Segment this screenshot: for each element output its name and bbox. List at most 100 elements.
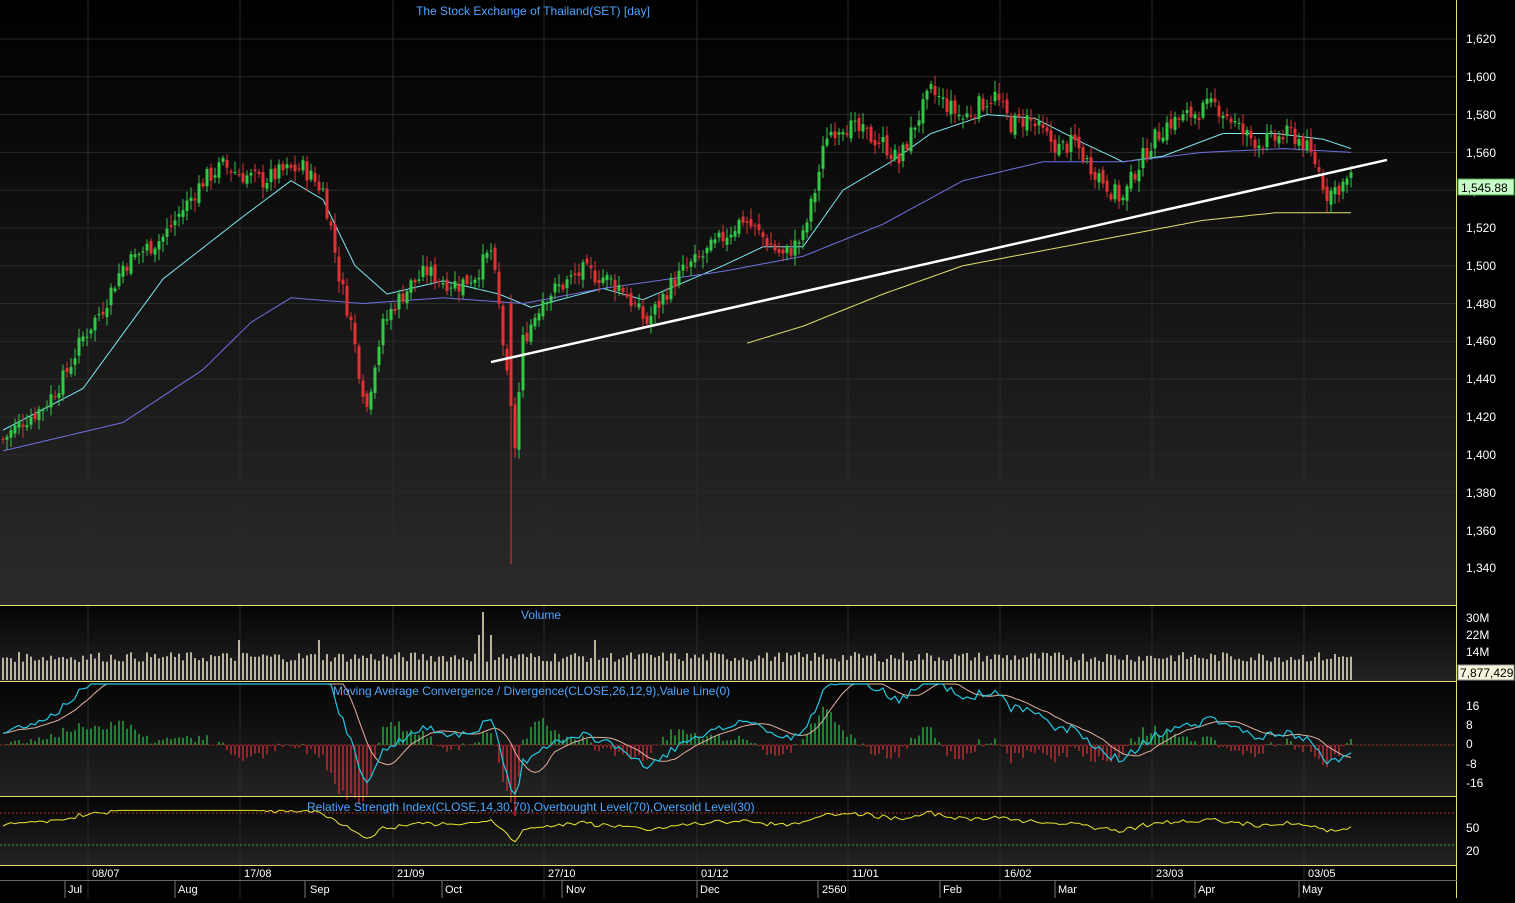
candle (853, 111, 857, 132)
volume-bar (342, 654, 344, 680)
candle (737, 217, 741, 238)
volume-bar (870, 655, 872, 680)
volume-bar (366, 658, 368, 680)
candle (581, 259, 585, 288)
candle (193, 192, 197, 212)
volume-bar (922, 659, 924, 680)
candle (69, 357, 73, 378)
volume-bar (170, 652, 172, 680)
candle (857, 113, 861, 139)
volume-bar (1322, 660, 1324, 680)
volume-bar (178, 653, 180, 680)
volume-bar (818, 656, 820, 680)
candle (257, 169, 261, 178)
candle (1241, 114, 1245, 146)
candle (821, 136, 825, 178)
volume-bar (254, 656, 256, 680)
volume-bar (154, 654, 156, 680)
volume-bar (1230, 656, 1232, 680)
candle (389, 302, 393, 330)
volume-bar (1246, 661, 1248, 680)
volume-bar (634, 658, 636, 680)
volume-bar (770, 660, 772, 680)
candle (181, 199, 185, 225)
volume-bar (1334, 653, 1336, 680)
candle (893, 144, 897, 162)
volume-bar (906, 660, 908, 680)
candle (1089, 147, 1093, 181)
volume-bar (990, 659, 992, 680)
last-volume-badge (1457, 664, 1515, 681)
candle (1209, 92, 1213, 108)
volume-bar (1070, 657, 1072, 680)
candle (721, 224, 725, 248)
volume-bar (998, 654, 1000, 680)
candle (529, 319, 533, 345)
candle (33, 407, 37, 424)
candle (617, 275, 621, 297)
candle (1009, 112, 1013, 135)
volume-bar (378, 660, 380, 680)
volume-bar (1182, 652, 1184, 680)
volume-bar (94, 658, 96, 680)
candle (605, 271, 609, 290)
candle (25, 414, 29, 431)
candle (281, 160, 285, 176)
volume-bar (558, 661, 560, 680)
candle (505, 344, 509, 376)
volume-bar (854, 652, 856, 680)
grid-lines (0, 0, 1457, 898)
volume-bar (1190, 656, 1192, 680)
volume-bar (942, 660, 944, 680)
candle (249, 168, 253, 184)
candle (793, 229, 797, 266)
candle (1149, 142, 1153, 160)
trendline[interactable] (490, 158, 1388, 364)
candle (877, 133, 881, 149)
candle (829, 123, 833, 138)
volume-bar (890, 654, 892, 680)
candle (1053, 134, 1057, 161)
volume-bar (1174, 661, 1176, 680)
volume-bar (754, 659, 756, 680)
candle (997, 82, 1001, 107)
candle (633, 299, 637, 308)
volume-bar (142, 661, 144, 680)
date-label: 27/10 (548, 868, 576, 880)
volume-bar (382, 654, 384, 680)
volume-bar (1338, 657, 1340, 680)
candle (1313, 144, 1317, 168)
volume-bar (86, 659, 88, 680)
last-price-badge (1457, 178, 1515, 196)
candle (865, 125, 869, 140)
candle (549, 293, 553, 311)
volume-bar (518, 654, 520, 680)
candle (577, 263, 581, 285)
volume-layer (2, 612, 1352, 680)
candle (61, 364, 65, 402)
volume-bar (1242, 660, 1244, 680)
volume-bar (914, 660, 916, 680)
candle (1225, 108, 1229, 121)
volume-bar (242, 652, 244, 680)
macd-tick: 8 (1466, 718, 1473, 732)
volume-bar (1146, 655, 1148, 680)
price-tick: 1,340 (1466, 561, 1496, 575)
candle (1349, 165, 1353, 188)
volume-bar (590, 658, 592, 680)
volume-bar (246, 653, 248, 680)
candle (621, 284, 625, 296)
volume-bar (318, 640, 320, 680)
candle (797, 239, 801, 255)
candle (101, 301, 105, 319)
price-tick: 1,600 (1466, 70, 1496, 84)
candle (1101, 166, 1105, 189)
candle (109, 283, 113, 315)
candle (305, 156, 309, 192)
volume-bar (522, 654, 524, 680)
candle (533, 313, 537, 330)
candle (269, 159, 273, 191)
candle (157, 234, 161, 260)
candle (1245, 126, 1249, 147)
